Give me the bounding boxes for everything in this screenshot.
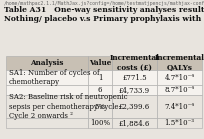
- Bar: [112, 85, 157, 95]
- Bar: [112, 70, 157, 85]
- Text: £1,884.6: £1,884.6: [119, 119, 150, 127]
- Bar: [88, 118, 112, 128]
- Bar: [88, 70, 112, 85]
- Bar: [6, 118, 88, 128]
- Bar: [88, 95, 112, 118]
- Text: Nothing/ placebo v.s Primary prophylaxis with G(M)-CSF: Nothing/ placebo v.s Primary prophylaxis…: [4, 15, 204, 23]
- Bar: [112, 118, 157, 128]
- Bar: [157, 85, 202, 95]
- Text: /home/mathpac2.1.1/MathJax.js?config=/home/testmatjpencjs/mathjax-config-classic: /home/mathpac2.1.1/MathJax.js?config=/ho…: [4, 1, 204, 6]
- Bar: [157, 56, 202, 70]
- Text: 8.7*10⁻⁴: 8.7*10⁻⁴: [164, 86, 194, 94]
- Bar: [6, 95, 88, 118]
- Bar: [6, 70, 88, 85]
- Text: 4.7*10⁻⁴: 4.7*10⁻⁴: [164, 74, 194, 82]
- Text: £2,399.6: £2,399.6: [119, 103, 150, 111]
- Bar: [157, 70, 202, 85]
- Text: 6: 6: [98, 86, 102, 94]
- Text: SA1: Number of cycles of
chemotherapy: SA1: Number of cycles of chemotherapy: [9, 69, 99, 86]
- Text: SA2: Baseline risk of neutropenic
sepsis per chemotherapy cycle:
Cycle 2 onwards: SA2: Baseline risk of neutropenic sepsis…: [9, 93, 127, 120]
- Text: £4,733.9: £4,733.9: [119, 86, 150, 94]
- Text: Analysis: Analysis: [31, 59, 64, 67]
- Bar: [88, 85, 112, 95]
- Bar: [112, 56, 157, 70]
- Text: 7.4*10⁻⁴: 7.4*10⁻⁴: [164, 103, 194, 111]
- Text: Value: Value: [89, 59, 111, 67]
- Text: 5%: 5%: [95, 103, 106, 111]
- Bar: [112, 95, 157, 118]
- Text: Incremental
costs (£): Incremental costs (£): [109, 54, 159, 71]
- Text: 1: 1: [98, 74, 102, 82]
- Bar: [157, 95, 202, 118]
- Text: Incremental
QALYs: Incremental QALYs: [154, 54, 204, 71]
- Bar: [157, 118, 202, 128]
- Text: Table A31   One-way sensitivity analyses results for solid tu: Table A31 One-way sensitivity analyses r…: [4, 6, 204, 14]
- Text: 100%: 100%: [90, 119, 110, 127]
- Text: 1.5*10⁻³: 1.5*10⁻³: [164, 119, 194, 127]
- Bar: [88, 56, 112, 70]
- Text: £771.5: £771.5: [122, 74, 147, 82]
- Bar: [6, 85, 88, 95]
- Bar: [6, 56, 88, 70]
